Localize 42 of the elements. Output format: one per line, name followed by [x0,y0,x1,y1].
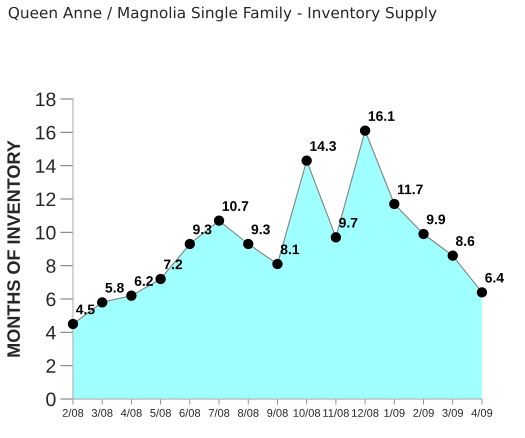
data-label: 9.3 [193,224,212,234]
y-tick-label: 8 [46,259,56,273]
x-tick-label: 12/08 [352,408,379,417]
y-tick-label: 2 [46,359,56,373]
data-label: 14.3 [310,141,336,151]
x-tick-label: 4/08 [120,408,142,417]
x-tick-label: 3/09 [442,408,464,417]
x-tick-label: 9/08 [267,408,288,417]
chart-title: Queen Anne / Magnolia Single Family - Inventory Supply [8,6,437,22]
x-tick-label: 2/09 [413,408,434,417]
data-label: 4.5 [76,304,95,314]
y-tick-label: 18 [36,92,56,106]
x-tick-label: 6/08 [180,408,200,417]
y-tick-label: 10 [36,226,56,240]
y-tick-label: 6 [46,292,56,306]
data-label: 9.3 [252,224,270,234]
y-axis-title: MONTHS OF INVENTORY [7,140,20,357]
data-label: 8.6 [456,236,474,246]
data-label: 6.4 [485,272,504,283]
x-tick-label: 8/08 [238,408,259,417]
x-tick-label: 10/08 [294,408,320,417]
data-label: 16.1 [368,111,395,121]
data-label: 6.2 [134,276,153,286]
data-label: 9.9 [426,214,446,224]
data-label: 11.7 [398,184,423,194]
x-tick-label: 5/08 [150,408,171,417]
x-tick-label: 3/08 [92,408,113,417]
x-tick-label: 7/08 [208,408,230,417]
data-label: 9.7 [339,218,358,228]
y-tick-label: 14 [36,159,56,173]
data-label: 8.1 [280,244,300,254]
x-tick-label: 1/09 [384,408,405,417]
y-tick-label: 4 [46,326,56,340]
data-label: 5.8 [105,282,124,293]
x-tick-label: 4/09 [471,408,492,417]
x-tick-label: 2/08 [62,408,84,417]
y-tick-label: 12 [36,192,56,206]
data-label: 10.7 [222,201,248,211]
data-label: 7.2 [164,259,182,270]
y-tick-label: 16 [36,126,56,140]
y-tick-label: 0 [46,392,56,406]
x-tick-label: 11/08 [323,408,349,417]
